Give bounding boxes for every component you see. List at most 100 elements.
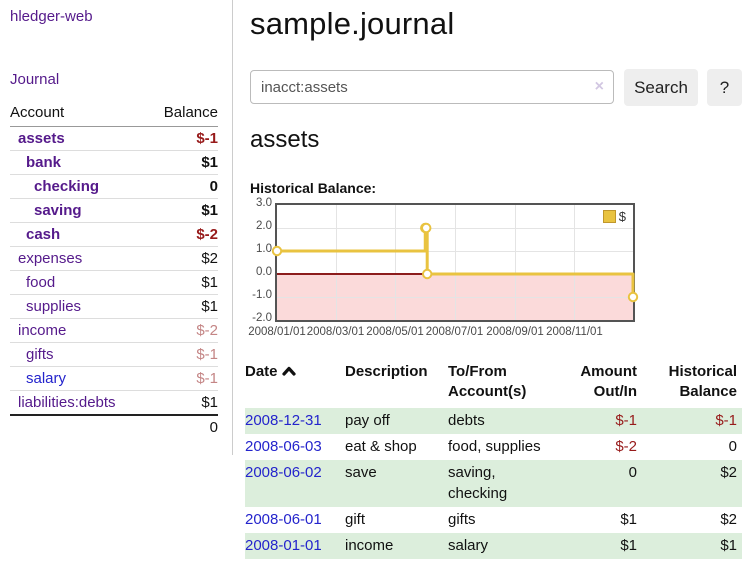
account-balance: $1 [201,274,218,291]
transaction-accounts: saving, checking [448,464,508,502]
transaction-description: eat & shop [345,438,417,455]
account-row-salary: salary $-1 [10,367,218,391]
account-row-expenses: expenses $2 [10,247,218,271]
transaction-balance: 0 [728,438,737,455]
transaction-description: pay off [345,412,390,429]
accounts-column-header: To/From Account(s) [448,363,527,400]
account-link[interactable]: gifts [26,346,54,363]
transaction-balance: $2 [720,511,737,528]
account-link[interactable]: supplies [26,298,82,315]
account-link[interactable]: saving [34,202,82,219]
legend-swatch [602,210,616,223]
account-column-header: Account [10,104,65,121]
account-balance: $2 [201,250,218,267]
data-point-marker [627,291,639,303]
search-bar: × Search ? [250,69,742,106]
account-balance: $1 [201,202,218,219]
register-row: 2008-06-03 eat & shop food, supplies $-2… [245,434,742,460]
transaction-description: save [345,464,377,481]
xtick: 2008/01/01 [248,326,306,338]
search-button[interactable]: Search [624,69,698,106]
account-link[interactable]: liabilities:debts [18,394,116,411]
transaction-accounts: gifts [448,511,476,528]
transaction-amount: $1 [620,511,637,528]
account-balance: $1 [201,298,218,315]
account-row-checking: checking 0 [10,175,218,199]
transaction-date-link[interactable]: 2008-06-02 [245,464,322,481]
clear-search-icon[interactable]: × [594,78,604,95]
account-row-gifts: gifts $-1 [10,343,218,367]
search-input[interactable] [250,70,614,104]
data-point-marker [422,268,433,280]
balance-series [271,222,639,303]
account-link[interactable]: assets [18,130,65,147]
historical-balance-chart: $ 3.0 2.0 1.0 0.0 -1.0 -2.0 2008/01/01 2008/03/… [246,197,742,348]
help-button[interactable]: ? [707,69,742,106]
transaction-balance: $-1 [715,412,737,429]
account-row-cash: cash $-2 [10,223,218,247]
account-row-income: income $-2 [10,319,218,343]
page-title: sample.journal [250,6,455,41]
sidebar: hledger-web Journal Account Balance asse… [0,0,233,455]
transaction-date-link[interactable]: 2008-12-31 [245,412,322,429]
transaction-description: income [345,537,394,554]
accounts-total-row: 0 [10,414,218,438]
account-balance: $-1 [196,370,218,387]
app-title-link[interactable]: hledger-web [10,8,93,25]
account-link[interactable]: bank [26,154,62,171]
data-point-marker [271,245,283,257]
account-balance: 0 [209,178,218,195]
transaction-amount: $-2 [615,438,637,455]
register-row: 2008-06-02 save saving, checking 0 $2 [245,460,742,507]
date-column-header[interactable]: Date [245,360,345,408]
ytick: 0.0 [256,266,272,278]
ytick: 2.0 [256,220,272,232]
transaction-balance: $2 [720,464,737,481]
account-link[interactable]: cash [26,226,61,243]
account-balance: $-2 [196,226,218,243]
ytick: 1.0 [256,243,272,255]
ytick: -1.0 [252,289,272,301]
account-balance: $-1 [196,346,218,363]
xtick: 2008/07/01 [425,326,484,338]
account-row-bank: bank $1 [10,151,218,175]
transaction-date-link[interactable]: 2008-06-03 [245,438,322,455]
vgrid [574,205,576,320]
xtick: 2008/11/01 [546,326,603,338]
account-row-liabilities-debts: liabilities:debts $1 [10,391,218,415]
transaction-date-link[interactable]: 2008-06-01 [245,511,322,528]
register-header-row: Date Description To/From Account(s) Amou… [245,360,742,408]
account-link[interactable]: income [18,322,67,339]
account-link[interactable]: salary [26,370,67,387]
sidebar-item-journal[interactable]: Journal [10,71,60,88]
account-balance: $-2 [196,322,218,339]
register-row: 2008-06-01 gift gifts $1 $2 [245,507,742,533]
register-table: Date Description To/From Account(s) Amou… [245,360,742,559]
transaction-amount: 0 [628,464,637,481]
main-content: sample.journal × Search ? assets Histori… [245,0,742,582]
transaction-date-link[interactable]: 2008-01-01 [245,537,322,554]
transaction-accounts: debts [448,412,485,429]
legend-label: $ [618,209,626,224]
account-heading: assets [250,126,320,153]
account-row-assets: assets $-1 [10,127,218,151]
accounts-table: Account Balance assets $-1 bank $1 check… [10,101,218,438]
description-column-header: Description [345,363,428,380]
transaction-balance: $1 [720,537,737,554]
vgrid [335,205,337,320]
account-link[interactable]: checking [34,178,100,195]
vgrid [454,205,456,320]
accounts-table-header: Account Balance [10,101,218,127]
chart-legend: $ [600,208,628,225]
ytick: -2.0 [252,312,272,324]
xtick: 2008/09/01 [486,326,544,338]
register-row: 2008-01-01 income salary $1 $1 [245,533,742,559]
transaction-accounts: salary [448,537,489,554]
account-link[interactable]: expenses [18,250,83,267]
ytick: 3.0 [256,197,272,209]
account-link[interactable]: food [26,274,56,291]
transaction-amount: $1 [620,537,637,554]
plot-area: $ [271,203,639,322]
amount-column-header: Amount Out/In [580,363,637,400]
register-row: 2008-12-31 pay off debts $-1 $-1 [245,408,742,434]
